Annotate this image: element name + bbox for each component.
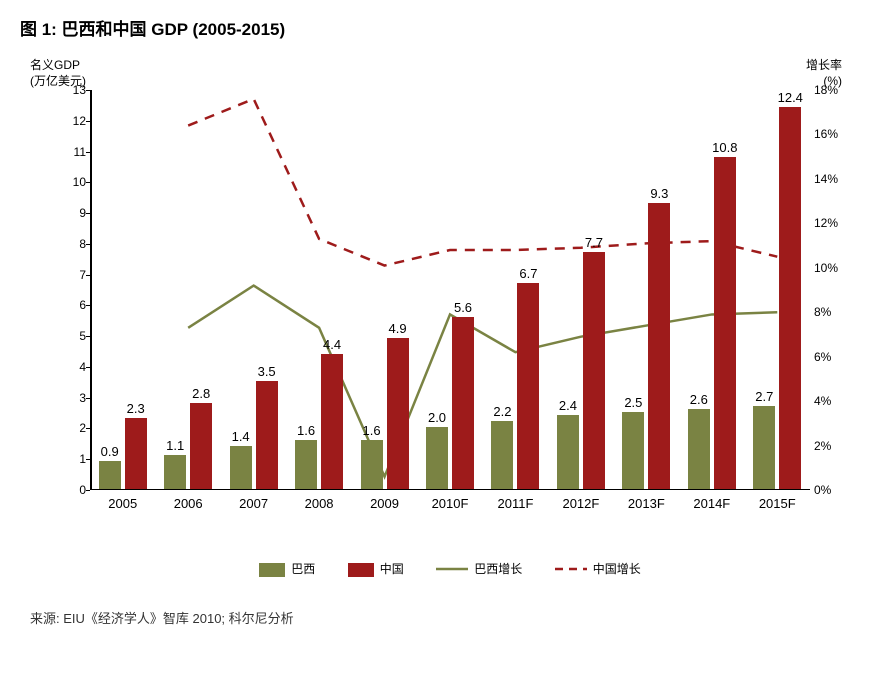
brazil-bar xyxy=(557,415,579,489)
y-left-tick: 8 xyxy=(62,237,86,251)
china-bar xyxy=(779,107,801,489)
swatch-brazil-bar xyxy=(259,563,285,577)
legend-brazil-growth: 巴西增长 xyxy=(436,560,522,577)
x-tick: 2006 xyxy=(174,496,203,511)
brazil-bar-label: 1.4 xyxy=(232,429,250,444)
y-left-tick: 11 xyxy=(62,145,86,159)
figure-container: 图 1: 巴西和中国 GDP (2005-2015) 名义GDP (万亿美元) … xyxy=(0,0,872,674)
brazil-bar-label: 2.4 xyxy=(559,398,577,413)
y-right-tick: 10% xyxy=(814,261,850,275)
china-bar xyxy=(714,157,736,489)
china-bar xyxy=(256,381,278,489)
china-bar xyxy=(517,283,539,489)
china-bar-label: 5.6 xyxy=(454,300,472,315)
brazil-bar xyxy=(753,406,775,489)
brazil-bar xyxy=(230,446,252,489)
china-bar xyxy=(321,354,343,489)
china-bar xyxy=(452,317,474,489)
brazil-bar xyxy=(491,421,513,489)
x-tick: 2015F xyxy=(759,496,796,511)
legend-china-bar: 中国 xyxy=(348,560,404,577)
y-right-tick: 12% xyxy=(814,216,850,230)
china-bar-label: 3.5 xyxy=(258,364,276,379)
brazil-bar xyxy=(99,461,121,489)
y-left-tick: 1 xyxy=(62,452,86,466)
brazil-bar xyxy=(622,412,644,489)
y-right-tick: 2% xyxy=(814,439,850,453)
china-bar-label: 7.7 xyxy=(585,235,603,250)
china-bar xyxy=(190,403,212,489)
brazil-bar-label: 1.6 xyxy=(362,423,380,438)
y-left-tick: 3 xyxy=(62,391,86,405)
china-bar-label: 6.7 xyxy=(519,266,537,281)
swatch-china-bar xyxy=(348,563,374,577)
swatch-china-line xyxy=(555,563,587,577)
y-left-tick: 4 xyxy=(62,360,86,374)
source-text: 来源: EIU《经济学人》智库 2010; 科尔尼分析 xyxy=(20,608,852,627)
legend-china-growth: 中国增长 xyxy=(555,560,641,577)
brazil-bar-label: 2.5 xyxy=(624,395,642,410)
y-left-tick: 2 xyxy=(62,421,86,435)
figure-title: 图 1: 巴西和中国 GDP (2005-2015) xyxy=(20,15,852,40)
china-bar-label: 12.4 xyxy=(778,90,803,105)
x-tick: 2011F xyxy=(498,496,534,511)
y-left-tick: 12 xyxy=(62,114,86,128)
x-tick: 2009 xyxy=(370,496,399,511)
china-bar-label: 4.4 xyxy=(323,337,341,352)
x-tick: 2010F xyxy=(432,496,469,511)
x-tick: 2005 xyxy=(108,496,137,511)
brazil-bar xyxy=(361,440,383,489)
y-right-tick: 8% xyxy=(814,305,850,319)
brazil-bar xyxy=(426,427,448,489)
chart-area: 0123456789101112130%2%4%6%8%10%12%14%16%… xyxy=(60,90,840,520)
plot-area: 0123456789101112130%2%4%6%8%10%12%14%16%… xyxy=(90,90,810,490)
brazil-bar xyxy=(164,455,186,489)
x-tick: 2013F xyxy=(628,496,665,511)
brazil-bar-label: 0.9 xyxy=(101,444,119,459)
y-right-tick: 0% xyxy=(814,483,850,497)
china-bar xyxy=(125,418,147,489)
brazil-bar-label: 2.7 xyxy=(755,389,773,404)
y-left-tick: 5 xyxy=(62,329,86,343)
y-left-tick: 7 xyxy=(62,268,86,282)
brazil-bar-label: 2.6 xyxy=(690,392,708,407)
y-right-tick: 18% xyxy=(814,83,850,97)
china-bar-label: 9.3 xyxy=(650,186,668,201)
legend: 巴西 中国 巴西增长 中国增长 xyxy=(60,560,840,578)
china-bar xyxy=(387,338,409,489)
brazil-bar xyxy=(295,440,317,489)
brazil-bar-label: 1.6 xyxy=(297,423,315,438)
y-left-tick: 10 xyxy=(62,175,86,189)
y-left-tick: 9 xyxy=(62,206,86,220)
legend-brazil-bar: 巴西 xyxy=(259,560,315,577)
x-tick: 2014F xyxy=(693,496,730,511)
china-bar-label: 2.3 xyxy=(127,401,145,416)
x-tick: 2012F xyxy=(562,496,599,511)
y-right-tick: 4% xyxy=(814,394,850,408)
china-bar xyxy=(583,252,605,489)
y-right-tick: 16% xyxy=(814,127,850,141)
y-left-tick: 0 xyxy=(62,483,86,497)
brazil-bar-label: 2.0 xyxy=(428,410,446,425)
brazil-bar xyxy=(688,409,710,489)
y-right-tick: 6% xyxy=(814,350,850,364)
china-bar-label: 10.8 xyxy=(712,140,737,155)
brazil-bar-label: 2.2 xyxy=(493,404,511,419)
china-bar-label: 2.8 xyxy=(192,386,210,401)
y-left-tick: 13 xyxy=(62,83,86,97)
china-bar xyxy=(648,203,670,489)
china-bar-label: 4.9 xyxy=(388,321,406,336)
y-left-tick: 6 xyxy=(62,298,86,312)
swatch-brazil-line xyxy=(436,563,468,577)
x-tick: 2008 xyxy=(305,496,334,511)
y-axis-left-line xyxy=(90,90,92,490)
x-tick: 2007 xyxy=(239,496,268,511)
brazil-bar-label: 1.1 xyxy=(166,438,184,453)
y-right-tick: 14% xyxy=(814,172,850,186)
